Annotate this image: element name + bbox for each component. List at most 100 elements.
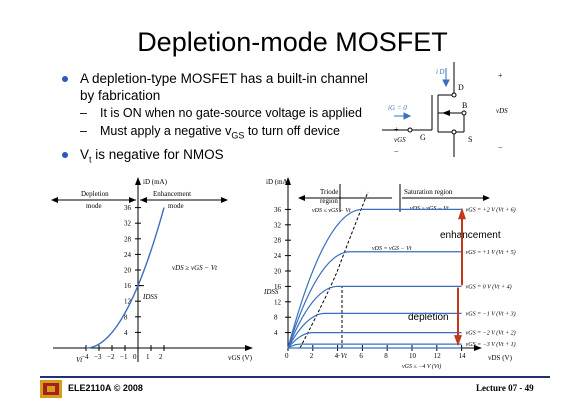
sub-bullet-text: It is ON when no gate-source voltage is … — [100, 106, 362, 120]
bullet-text-pre: V — [80, 146, 90, 162]
curve-label: vGS = +2 V (Vt + 6) — [466, 206, 516, 213]
bullet-list: A depletion-type MOSFET has a built-in c… — [62, 70, 380, 168]
x-tick-label: 6 — [359, 352, 363, 360]
right-idss-label: IDSS — [263, 288, 279, 296]
transfer-curve — [85, 207, 165, 349]
output-curve — [287, 343, 462, 349]
left-idss-label: IDSS — [142, 293, 158, 301]
circuit-label-id: i D — [436, 68, 444, 76]
y-tick-label: 36 — [124, 204, 132, 212]
triode-condition: vDS ≤ vGS − Vt — [312, 208, 351, 214]
right-xlabel: vDS (V) — [488, 354, 513, 362]
circuit-label-ig: iG = 0 — [388, 104, 407, 112]
saturation-title: Saturation region — [404, 188, 453, 196]
circuit-label-d: D — [458, 83, 464, 92]
footer-lecture: Lecture 07 - 49 — [476, 383, 534, 393]
left-vt-label: Vt — [76, 356, 83, 364]
transfer-characteristic-chart: iD (mA) vGS (V) Depletion mode Enhanceme… — [51, 177, 253, 364]
triode-region: region — [320, 197, 338, 205]
arrow-down-icon — [454, 335, 462, 347]
circuit-minus-left: − — [394, 147, 399, 156]
triode-title: Triode — [320, 188, 338, 196]
footer-course: ELE2110A © 2008 — [68, 383, 143, 393]
cutoff-label: vGS ≤ −4 V (Vt) — [402, 363, 441, 370]
curve-label: vGS = +1 V (Vt + 5) — [466, 249, 516, 256]
y-tick-label: 16 — [124, 282, 132, 290]
y-tick-label: 32 — [274, 221, 282, 229]
y-tick-label: 12 — [124, 298, 132, 306]
left-annotation: vDS ≥ vGS − Vt — [172, 264, 218, 272]
bullet-item-1: A depletion-type MOSFET has a built-in c… — [62, 70, 380, 104]
circuit-label-s: S — [468, 135, 472, 144]
y-tick-label: 8 — [274, 314, 278, 322]
x-tick-label: −1 — [120, 353, 128, 361]
output-curve — [287, 332, 462, 349]
sub-bullet-1: – It is ON when no gate-source voltage i… — [62, 105, 380, 122]
region-enhancement: Enhancement — [153, 190, 191, 198]
dash-marker: – — [80, 106, 87, 120]
output-curve — [287, 251, 462, 349]
y-tick-label: 36 — [274, 206, 282, 214]
x-tick-label: 2 — [310, 352, 314, 360]
circuit-label-vgs: vGS — [394, 136, 406, 144]
x-tick-label: −2 — [107, 353, 115, 361]
dash-marker: – — [80, 124, 87, 138]
region-depletion: Depletion — [81, 190, 109, 198]
enhancement-label: enhancement — [440, 230, 501, 241]
circuit-plus-left: + — [394, 125, 399, 134]
x-tick-label: 0 — [285, 352, 289, 360]
y-tick-label: 4 — [124, 329, 128, 337]
x-tick-label: 14 — [459, 352, 467, 360]
x-tick-label: −3 — [94, 353, 102, 361]
x-tick-label: −4 — [81, 353, 89, 361]
bullet-item-2: Vt is negative for NMOS — [62, 146, 380, 169]
x-tick-label: 4 — [335, 352, 339, 360]
bullet-dot — [62, 76, 68, 82]
bullet-text: A depletion-type MOSFET has a built-in c… — [80, 71, 368, 103]
output-characteristics-chart: iD (mA) vDS (V) Triode region vDS ≤ vGS … — [263, 177, 516, 370]
x-tick-label: 12 — [434, 352, 442, 360]
region-enhancement-mode: mode — [168, 202, 184, 210]
bullet-text-post: is negative for NMOS — [91, 146, 224, 162]
right-ylabel: iD (mA) — [266, 178, 291, 186]
left-ylabel: iD (mA) — [143, 178, 168, 186]
circuit-label-b: B — [462, 101, 467, 110]
arrow-up-icon — [458, 207, 466, 220]
circuit-minus-right: − — [498, 143, 503, 152]
y-tick-label: 4 — [274, 329, 278, 337]
y-tick-label: 24 — [274, 252, 282, 260]
curve-label: vGS = 0 V (Vt + 4) — [466, 283, 512, 290]
sub-bullet-text-pre: Must apply a negative v — [100, 124, 232, 138]
depletion-label: depletion — [408, 312, 449, 323]
sub-bullet-text-post: to turn off device — [244, 124, 341, 138]
circuit-label-g: G — [420, 133, 426, 142]
boundary-label: vDS = vGS − Vt — [372, 246, 412, 252]
y-tick-label: 28 — [274, 237, 282, 245]
circuit-plus-top: + — [498, 71, 503, 80]
arrow-icon — [442, 110, 450, 116]
x-tick-label: 2 — [159, 353, 163, 361]
y-tick-label: 16 — [274, 283, 282, 291]
curve-label: vGS = −3 V (Vt + 1) — [466, 341, 516, 348]
bullet-dot — [62, 151, 68, 158]
university-logo-icon — [40, 380, 62, 398]
y-tick-label: 28 — [124, 235, 132, 243]
x-tick-label: 1 — [146, 353, 150, 361]
output-curve — [287, 285, 462, 349]
y-tick-label: 24 — [124, 251, 132, 259]
y-tick-label: 8 — [124, 313, 128, 321]
y-tick-label: 20 — [274, 268, 282, 276]
output-curve — [287, 208, 462, 349]
circuit-label-vds: vDS — [496, 107, 508, 115]
minus-vt-label: −Vt — [336, 352, 348, 360]
left-xlabel: vGS (V) — [228, 354, 253, 362]
y-tick-label: 32 — [124, 220, 132, 228]
output-curve — [287, 312, 462, 349]
sub-bullet-2: – Must apply a negative vGS to turn off … — [62, 123, 380, 145]
x-tick-label: 0 — [133, 353, 137, 361]
y-tick-label: 20 — [124, 267, 132, 275]
mosfet-circuit-symbol: i D D B G S iG = 0 vDS vGS + − + − — [382, 62, 508, 157]
x-tick-label: 10 — [409, 352, 417, 360]
sub-bullet-subscript: GS — [231, 130, 245, 141]
y-tick-label: 12 — [274, 298, 282, 306]
